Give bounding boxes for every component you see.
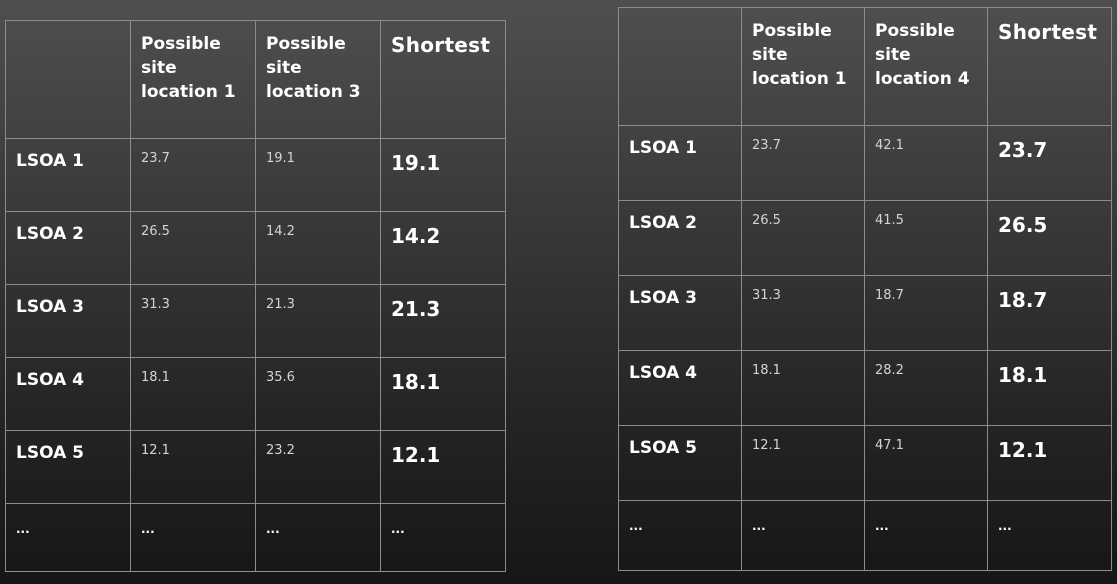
header-site-location-4: Possible site location 4 (864, 7, 988, 126)
ellipsis-cell: ... (741, 500, 865, 571)
distance-cell: 41.5 (864, 200, 988, 276)
shortest-cell: 23.7 (987, 125, 1112, 201)
table-header-row: Possible site location 1 Possible site l… (5, 20, 506, 139)
shortest-cell: 26.5 (987, 200, 1112, 276)
shortest-cell: 12.1 (987, 425, 1112, 501)
shortest-cell: 12.1 (380, 430, 506, 504)
distance-cell: 47.1 (864, 425, 988, 501)
table-row: LSOA 3 31.3 21.3 21.3 (5, 284, 506, 358)
distance-cell: 28.2 (864, 350, 988, 426)
distance-cell: 19.1 (255, 138, 381, 212)
shortest-cell: 19.1 (380, 138, 506, 212)
table-row: LSOA 3 31.3 18.7 18.7 (618, 275, 1112, 351)
ellipsis-cell: ... (987, 500, 1112, 571)
ellipsis-cell: ... (864, 500, 988, 571)
row-label: LSOA 5 (618, 425, 742, 501)
table-row: LSOA 1 23.7 42.1 23.7 (618, 125, 1112, 201)
shortest-cell: 21.3 (380, 284, 506, 358)
header-site-location-1: Possible site location 1 (741, 7, 865, 126)
row-label: LSOA 4 (5, 357, 131, 431)
row-label: LSOA 2 (5, 211, 131, 285)
shortest-cell: 18.1 (380, 357, 506, 431)
distance-cell: 12.1 (130, 430, 256, 504)
table-row: LSOA 2 26.5 14.2 14.2 (5, 211, 506, 285)
distance-cell: 23.7 (130, 138, 256, 212)
distance-cell: 14.2 (255, 211, 381, 285)
header-site-location-1: Possible site location 1 (130, 20, 256, 139)
distance-cell: 23.7 (741, 125, 865, 201)
row-label: LSOA 1 (5, 138, 131, 212)
distance-cell: 18.1 (741, 350, 865, 426)
distance-table-right: Possible site location 1 Possible site l… (618, 7, 1112, 571)
shortest-cell: 18.1 (987, 350, 1112, 426)
row-label: LSOA 4 (618, 350, 742, 426)
distance-cell: 31.3 (741, 275, 865, 351)
ellipsis-cell: ... (380, 503, 506, 572)
header-shortest: Shortest (987, 7, 1112, 126)
distance-cell: 23.2 (255, 430, 381, 504)
table-row: LSOA 2 26.5 41.5 26.5 (618, 200, 1112, 276)
row-label: LSOA 5 (5, 430, 131, 504)
table-header-row: Possible site location 1 Possible site l… (618, 7, 1112, 126)
distance-cell: 35.6 (255, 357, 381, 431)
table-row-ellipsis: ... ... ... ... (618, 500, 1112, 571)
ellipsis-cell: ... (255, 503, 381, 572)
distance-cell: 26.5 (130, 211, 256, 285)
ellipsis-cell: ... (130, 503, 256, 572)
distance-cell: 26.5 (741, 200, 865, 276)
distance-cell: 18.1 (130, 357, 256, 431)
row-label: LSOA 2 (618, 200, 742, 276)
distance-cell: 42.1 (864, 125, 988, 201)
table-row: LSOA 4 18.1 35.6 18.1 (5, 357, 506, 431)
distance-table-left: Possible site location 1 Possible site l… (5, 20, 506, 572)
row-label: LSOA 3 (618, 275, 742, 351)
distance-cell: 21.3 (255, 284, 381, 358)
header-corner-cell (618, 7, 742, 126)
header-corner-cell (5, 20, 131, 139)
ellipsis-cell: ... (618, 500, 742, 571)
ellipsis-cell: ... (5, 503, 131, 572)
distance-cell: 18.7 (864, 275, 988, 351)
shortest-cell: 14.2 (380, 211, 506, 285)
shortest-cell: 18.7 (987, 275, 1112, 351)
table-row-ellipsis: ... ... ... ... (5, 503, 506, 572)
header-site-location-3: Possible site location 3 (255, 20, 381, 139)
header-shortest: Shortest (380, 20, 506, 139)
row-label: LSOA 1 (618, 125, 742, 201)
distance-cell: 12.1 (741, 425, 865, 501)
table-row: LSOA 5 12.1 23.2 12.1 (5, 430, 506, 504)
row-label: LSOA 3 (5, 284, 131, 358)
table-row: LSOA 4 18.1 28.2 18.1 (618, 350, 1112, 426)
distance-cell: 31.3 (130, 284, 256, 358)
table-row: LSOA 1 23.7 19.1 19.1 (5, 138, 506, 212)
table-row: LSOA 5 12.1 47.1 12.1 (618, 425, 1112, 501)
